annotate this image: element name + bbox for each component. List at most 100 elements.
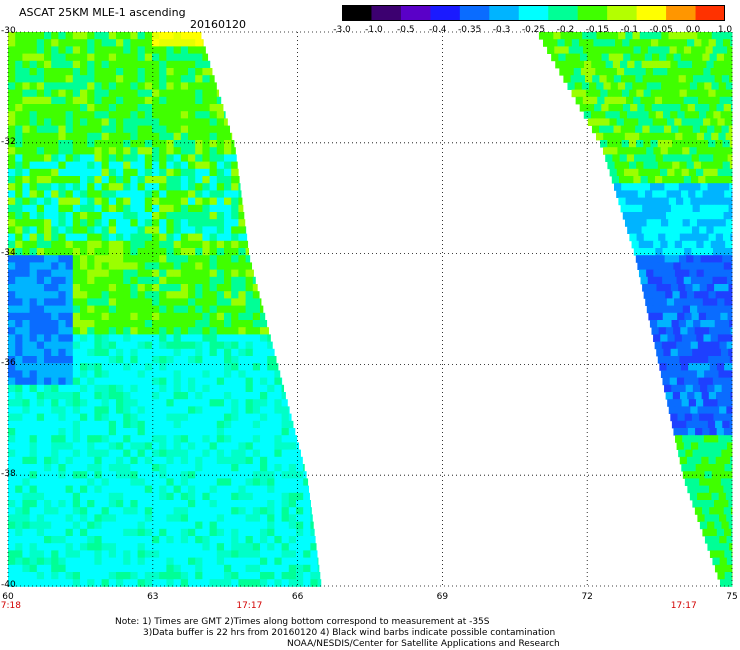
- swath-cell: [245, 363, 254, 371]
- swath-cell: [130, 197, 138, 206]
- swath-cell: [638, 168, 647, 177]
- swath-cell: [116, 370, 124, 378]
- swath-cell: [166, 140, 174, 148]
- swath-cell: [209, 442, 218, 450]
- swath-cell: [94, 89, 102, 98]
- swath-cell: [51, 320, 59, 328]
- swath-cell: [152, 492, 160, 501]
- swath-cell: [166, 348, 174, 357]
- swath-cell: [658, 291, 666, 299]
- swath-cell: [722, 291, 731, 299]
- swath-cell: [72, 348, 81, 357]
- swath-cell: [303, 550, 311, 558]
- swath-cell: [682, 147, 690, 155]
- swath-cell: [29, 190, 38, 198]
- colorbar-label: 1.0: [717, 25, 733, 35]
- swath-cell: [723, 485, 731, 494]
- swath-cell: [101, 104, 110, 112]
- swath-cell: [238, 377, 246, 386]
- swath-cell: [626, 154, 635, 162]
- swath-cell: [116, 140, 124, 148]
- swath-cell: [274, 435, 282, 443]
- swath-cell: [123, 140, 131, 148]
- swath-cell: [180, 557, 189, 566]
- swath-cell: [708, 39, 717, 47]
- swath-cell: [730, 104, 733, 112]
- swath-cell: [610, 32, 619, 40]
- swath-cell: [130, 53, 138, 62]
- swath-cell: [238, 521, 246, 530]
- swath-cell: [8, 82, 16, 90]
- swath-cell: [726, 471, 733, 479]
- swath-cell: [108, 96, 117, 105]
- swath-cell: [714, 449, 722, 458]
- swath-cell: [173, 572, 182, 580]
- swath-cell: [612, 154, 621, 162]
- swath-cell: [718, 32, 727, 40]
- swath-cell: [238, 550, 246, 558]
- swath-cell: [596, 32, 605, 40]
- swath-cell: [123, 413, 131, 422]
- swath-cell: [130, 449, 138, 458]
- swath-cell: [51, 168, 59, 177]
- swath-cell: [245, 377, 254, 386]
- swath-cell: [173, 276, 182, 285]
- swath-cell: [8, 276, 16, 285]
- swath-cell: [22, 183, 30, 191]
- swath-cell: [58, 132, 66, 141]
- swath-cell: [173, 312, 182, 321]
- swath-cell: [645, 118, 654, 126]
- swath-cell: [101, 161, 110, 170]
- swath-cell: [36, 255, 45, 263]
- swath-cell: [137, 507, 146, 515]
- swath-cell: [94, 485, 102, 494]
- swath-cell: [700, 320, 708, 328]
- swath-cell: [188, 226, 196, 234]
- swath-cell: [216, 377, 225, 386]
- swath-cell: [51, 68, 59, 76]
- swath-cell: [15, 82, 23, 90]
- swath-cell: [621, 183, 629, 191]
- swath-cell: [130, 464, 138, 472]
- swath-cell: [87, 118, 95, 126]
- swath-cell: [633, 248, 642, 256]
- swath-cell: [152, 161, 160, 170]
- swath-cell: [101, 168, 110, 177]
- swath-cell: [44, 363, 52, 371]
- swath-cell: [87, 197, 95, 206]
- swath-cell: [216, 219, 225, 227]
- swath-cell: [87, 96, 95, 105]
- swath-cell: [669, 377, 678, 386]
- swath-cell: [727, 111, 733, 119]
- swath-cell: [296, 514, 304, 522]
- swath-cell: [180, 183, 189, 191]
- swath-cell: [144, 500, 153, 508]
- swath-cell: [252, 305, 261, 314]
- swath-cell: [36, 341, 45, 350]
- swath-cell: [655, 154, 664, 162]
- swath-cell: [159, 413, 167, 422]
- swath-cell: [108, 32, 117, 40]
- swath-cell: [15, 190, 23, 198]
- swath-cell: [231, 370, 239, 378]
- swath-cell: [159, 276, 167, 285]
- swath-cell: [231, 406, 239, 414]
- swath-cell: [729, 420, 733, 429]
- colorbar-label: -1.0: [365, 25, 383, 35]
- swath-cell: [188, 276, 196, 285]
- swath-cell: [195, 406, 203, 414]
- swath-cell: [58, 514, 66, 522]
- swath-cell: [231, 341, 239, 350]
- swath-cell: [80, 291, 88, 299]
- swath-cell: [152, 255, 160, 263]
- swath-cell: [123, 104, 131, 112]
- swath-cell: [708, 356, 716, 364]
- swath-cell: [195, 39, 203, 47]
- swath-cell: [44, 125, 52, 134]
- swath-cell: [166, 118, 174, 126]
- swath-cell: [656, 60, 664, 69]
- swath-cell: [303, 536, 311, 544]
- swath-cell: [166, 435, 174, 443]
- swath-cell: [721, 125, 730, 134]
- swath-cell: [101, 514, 110, 522]
